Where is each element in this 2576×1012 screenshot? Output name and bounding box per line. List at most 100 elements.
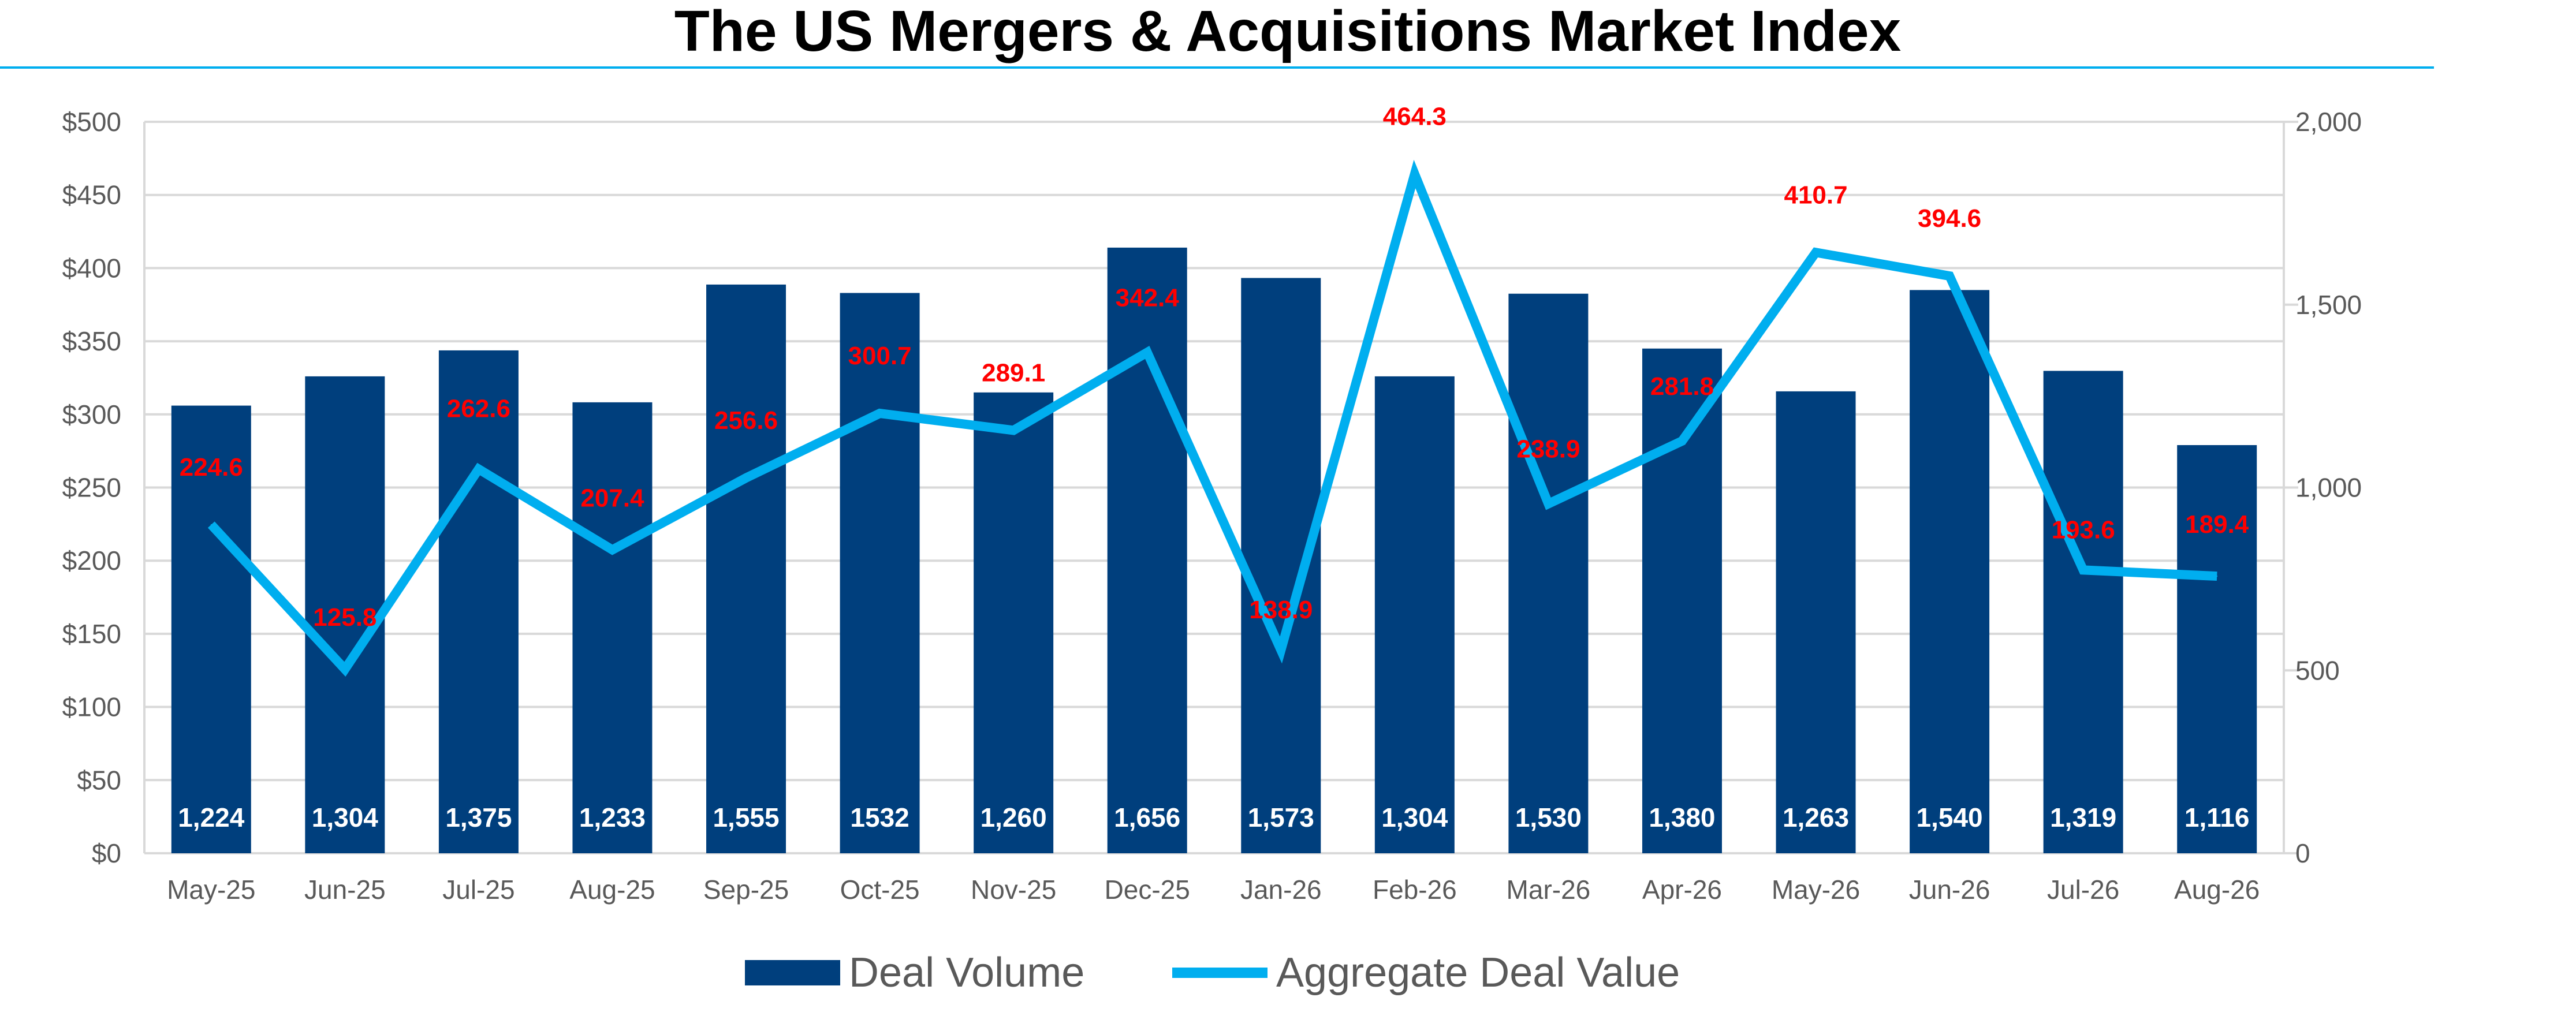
line-point <box>612 549 613 551</box>
legend-swatch-deal-volume <box>745 960 840 985</box>
x-tick-label: Feb-26 <box>1373 875 1457 905</box>
bar <box>305 376 385 853</box>
bar <box>1107 247 1187 853</box>
line-point <box>1681 440 1683 442</box>
bar-value-label: 1,224 <box>178 802 245 832</box>
line-value-label: 342.4 <box>1116 283 1180 312</box>
bar-value-label: 1,530 <box>1515 802 1582 832</box>
left-tick-label: $150 <box>62 619 121 649</box>
x-axis: May-25 Jun-25 Jul-25 Aug-25 Sep-25 Oct-25 Nov-… <box>167 875 2260 905</box>
bar <box>572 402 653 853</box>
line-point <box>745 477 747 479</box>
bar <box>2043 371 2123 853</box>
bar-value-label: 1532 <box>850 802 909 832</box>
line-point <box>1815 252 1817 253</box>
line-value-label: 394.6 <box>1918 204 1981 233</box>
bar-value-label: 1,540 <box>1917 802 1983 832</box>
line-point <box>879 413 881 414</box>
bar-value-label: 1,263 <box>1783 802 1849 832</box>
bar-value-label: 1,380 <box>1649 802 1715 832</box>
chart-title: The US Mergers & Acquisitions Market Ind… <box>674 0 1902 64</box>
bar-value-label: 1,573 <box>1248 802 1314 832</box>
bar-value-label: 1,116 <box>2184 802 2250 832</box>
x-tick-label: Sep-25 <box>703 875 789 905</box>
left-axis: $0 $50 $100 $150 $200 $250 $300 $350 $400 $450 $50… <box>62 107 121 868</box>
line-point <box>2082 569 2084 571</box>
x-tick-label: Nov-25 <box>971 875 1056 905</box>
line-value-label: 224.6 <box>180 453 243 481</box>
x-tick-label: Jan-26 <box>1240 875 1322 905</box>
legend-label-deal-volume: Deal Volume <box>849 950 1084 996</box>
right-tick-label: 500 <box>2295 655 2340 685</box>
bar-value-label: 1,656 <box>1114 802 1180 832</box>
x-tick-label: Mar-26 <box>1507 875 1591 905</box>
line-point <box>1548 503 1549 505</box>
line-point <box>1013 430 1015 431</box>
aggregate-deal-value-line <box>207 159 2218 677</box>
x-tick-label: Apr-26 <box>1642 875 1722 905</box>
bar <box>706 284 786 854</box>
bar-value-label: 1,304 <box>1381 802 1448 832</box>
bar <box>840 293 920 853</box>
left-tick-label: $400 <box>62 253 121 283</box>
line-point <box>210 524 212 525</box>
bar-value-label: 1,319 <box>2050 802 2116 832</box>
x-tick-label: Jun-25 <box>304 875 386 905</box>
line-value-label: 256.6 <box>714 406 778 435</box>
bar <box>1374 376 1455 853</box>
line-value-label: 289.1 <box>982 359 1045 387</box>
line-point <box>344 669 346 670</box>
x-tick-label: Jul-25 <box>442 875 515 905</box>
line-value-label: 238.9 <box>1516 435 1580 464</box>
line-point <box>1414 173 1415 175</box>
x-tick-label: Aug-26 <box>2174 875 2260 905</box>
line-value-label: 125.8 <box>313 603 376 632</box>
legend-label-aggregate-deal-value: Aggregate Deal Value <box>1276 950 1680 996</box>
deal-volume-labels: 1,224 1,304 1,375 1,233 1,555 1532 1,260 1,656 1… <box>178 802 2249 832</box>
x-tick-label: May-26 <box>1772 875 1860 905</box>
right-axis: 0 500 1,000 1,500 2,000 <box>2284 107 2362 868</box>
line-point <box>2216 576 2218 577</box>
left-tick-label: $500 <box>62 107 121 137</box>
bar-value-label: 1,233 <box>579 802 646 832</box>
line-value-label: 262.6 <box>447 395 510 423</box>
line-value-label: 281.8 <box>1650 372 1714 401</box>
x-tick-label: Jun-26 <box>1909 875 1990 905</box>
bar-value-label: 1,304 <box>312 802 379 832</box>
bar <box>1508 293 1589 853</box>
right-tick-label: 0 <box>2295 838 2310 868</box>
left-tick-label: $350 <box>62 326 121 356</box>
x-tick-label: Aug-25 <box>569 875 655 905</box>
line-value-label: 464.3 <box>1383 102 1447 130</box>
line-value-label: 189.4 <box>2185 510 2249 539</box>
line-value-label: 207.4 <box>580 484 644 512</box>
bar-value-label: 1,555 <box>713 802 779 832</box>
legend: Deal Volume Aggregate Deal Value <box>745 950 1680 996</box>
bar <box>1776 391 1856 853</box>
bar <box>974 392 1054 853</box>
line-value-label: 410.7 <box>1784 181 1847 209</box>
right-tick-label: 1,000 <box>2295 473 2362 503</box>
bar-value-label: 1,375 <box>445 802 512 832</box>
x-tick-label: Dec-25 <box>1105 875 1190 905</box>
line-point <box>478 468 479 470</box>
left-tick-label: $100 <box>62 692 121 722</box>
left-tick-label: $300 <box>62 399 121 430</box>
line-value-label: 193.6 <box>2052 516 2115 544</box>
right-tick-label: 2,000 <box>2295 107 2362 137</box>
line-point <box>1280 649 1282 651</box>
bar <box>2177 445 2257 853</box>
line-value-label: 138.9 <box>1249 596 1313 624</box>
x-tick-label: Oct-25 <box>840 875 920 905</box>
x-tick-label: Jul-26 <box>2047 875 2119 905</box>
bar <box>1642 348 1722 853</box>
left-tick-label: $0 <box>92 838 121 868</box>
bar-value-label: 1,260 <box>981 802 1047 832</box>
bar <box>171 405 251 853</box>
line-value-label: 300.7 <box>848 342 912 370</box>
left-tick-label: $250 <box>62 473 121 503</box>
right-tick-label: 1,500 <box>2295 290 2362 320</box>
left-tick-label: $450 <box>62 180 121 210</box>
series-line <box>207 159 2217 677</box>
